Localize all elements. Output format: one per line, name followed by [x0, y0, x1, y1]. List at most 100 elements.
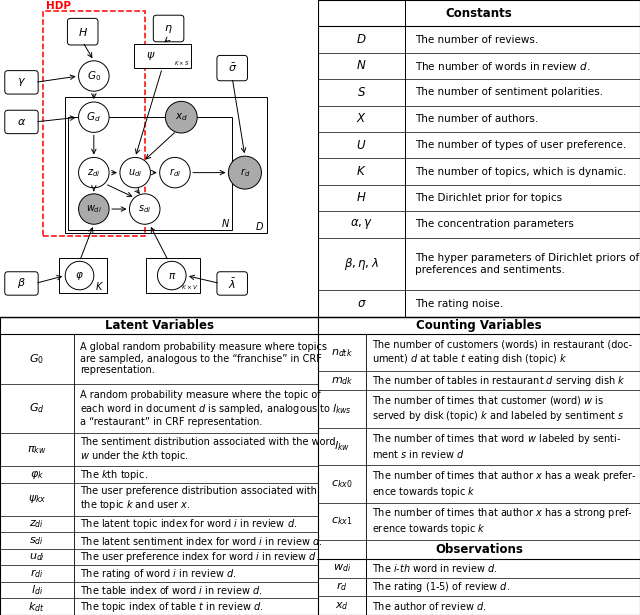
Text: $K$: $K$ [356, 165, 367, 178]
Text: The number of times that author $x$ has a weak prefer-
ence towards topic $k$: The number of times that author $x$ has … [372, 469, 637, 499]
Circle shape [65, 261, 94, 290]
Text: The number of customers (words) in restaurant (doc-
ument) $d$ at table $t$ eati: The number of customers (words) in resta… [372, 339, 632, 366]
Circle shape [120, 157, 150, 188]
Text: $u_{di}$: $u_{di}$ [128, 167, 142, 178]
Text: $z_{di}$: $z_{di}$ [87, 167, 100, 178]
Text: $N$: $N$ [356, 60, 367, 73]
Text: The hyper parameters of Dirichlet priors of topics,
preferences and sentiments.: The hyper parameters of Dirichlet priors… [415, 253, 640, 275]
Text: The $i$-$th$ word in review $d$.: The $i$-$th$ word in review $d$. [372, 562, 498, 574]
Bar [65, 97, 267, 233]
Text: $K$: $K$ [95, 280, 104, 292]
Text: $\alpha$: $\alpha$ [17, 117, 26, 127]
Text: $r_d$: $r_d$ [240, 166, 250, 179]
Text: The number of times that author $x$ has a strong pref-
erence towards topic $k$: The number of times that author $x$ has … [372, 506, 633, 536]
Text: $r_{di}$: $r_{di}$ [169, 166, 181, 179]
Text: The number of types of user preference.: The number of types of user preference. [415, 140, 626, 150]
Text: $_{K\times S}$: $_{K\times S}$ [174, 59, 189, 68]
FancyBboxPatch shape [4, 110, 38, 133]
Bar [134, 44, 191, 68]
Text: $\gamma$: $\gamma$ [17, 76, 26, 89]
Text: $D$: $D$ [356, 33, 367, 46]
Text: $c_{kx0}$: $c_{kx0}$ [332, 478, 353, 490]
Text: $z_{di}$: $z_{di}$ [29, 518, 44, 530]
Text: $\eta$: $\eta$ [164, 23, 173, 34]
Text: HDP: HDP [46, 1, 71, 11]
Text: $\sigma$: $\sigma$ [356, 297, 367, 310]
Text: $\psi$: $\psi$ [147, 50, 156, 62]
Text: $\varphi$: $\varphi$ [75, 269, 84, 282]
FancyBboxPatch shape [154, 15, 184, 42]
Text: $\bar{\lambda}$: $\bar{\lambda}$ [228, 276, 236, 290]
Text: $k_{dt}$: $k_{dt}$ [28, 600, 45, 614]
Text: $w_{di}$: $w_{di}$ [86, 203, 102, 215]
Text: The number of times that word $w$ labeled by senti-
ment $s$ in review $d$: The number of times that word $w$ labele… [372, 432, 621, 461]
Text: The number of tables in restaurant $d$ serving dish $k$: The number of tables in restaurant $d$ s… [372, 374, 626, 388]
FancyBboxPatch shape [217, 272, 248, 295]
Text: $\varphi_k$: $\varphi_k$ [29, 469, 44, 480]
Text: $m_{dk}$: $m_{dk}$ [331, 375, 353, 387]
Text: $\bar{\sigma}$: $\bar{\sigma}$ [228, 62, 237, 74]
Text: $x_d$: $x_d$ [175, 111, 188, 123]
Text: The author of review $d$.: The author of review $d$. [372, 600, 487, 612]
Text: $X$: $X$ [356, 113, 367, 125]
Text: Counting Variables: Counting Variables [416, 319, 542, 332]
Circle shape [159, 157, 190, 188]
Text: A random probability measure where the topic of
each word in document $d$ is sam: A random probability measure where the t… [80, 389, 331, 427]
Text: The user preference distribution associated with
the topic $k$ and user $x$.: The user preference distribution associa… [80, 486, 317, 512]
Text: The latent topic index for word $i$ in review $d$.: The latent topic index for word $i$ in r… [80, 517, 297, 531]
Text: Constants: Constants [445, 7, 513, 20]
Text: $l_{kw}$: $l_{kw}$ [334, 440, 350, 453]
Text: A global random probability measure where topics
are sampled, analogous to the “: A global random probability measure wher… [80, 342, 327, 375]
Text: $H$: $H$ [356, 191, 367, 204]
Text: The number of authors.: The number of authors. [415, 114, 538, 124]
Text: $l_{di}$: $l_{di}$ [31, 583, 43, 597]
Text: The number of topics, which is dynamic.: The number of topics, which is dynamic. [415, 167, 626, 177]
Text: $r_{di}$: $r_{di}$ [30, 567, 44, 580]
Circle shape [79, 157, 109, 188]
FancyBboxPatch shape [4, 71, 38, 94]
Circle shape [79, 102, 109, 132]
Circle shape [157, 261, 186, 290]
FancyBboxPatch shape [67, 18, 98, 45]
Text: $_{K\times V}$: $_{K\times V}$ [180, 283, 198, 292]
Text: The number of times that customer (word) $w$ is
served by disk (topic) $k$ and l: The number of times that customer (word)… [372, 394, 625, 424]
Text: $\alpha, \gamma$: $\alpha, \gamma$ [350, 217, 373, 231]
Text: The rating (1-5) of review $d$.: The rating (1-5) of review $d$. [372, 580, 511, 594]
Text: The $k$th topic.: The $k$th topic. [80, 467, 148, 482]
Circle shape [79, 61, 109, 91]
FancyBboxPatch shape [4, 272, 38, 295]
Text: $\beta, \eta, \lambda$: $\beta, \eta, \lambda$ [344, 256, 379, 272]
Text: $u_{di}$: $u_{di}$ [29, 551, 45, 563]
Text: $s_{di}$: $s_{di}$ [138, 203, 151, 215]
Circle shape [165, 101, 197, 133]
Text: $H$: $H$ [77, 26, 88, 38]
Text: Observations: Observations [435, 543, 523, 556]
Text: The number of reviews.: The number of reviews. [415, 34, 538, 45]
Text: $S$: $S$ [357, 86, 366, 99]
Text: $c_{kx1}$: $c_{kx1}$ [332, 515, 353, 527]
Text: $G_d$: $G_d$ [86, 110, 101, 124]
Bar [68, 117, 232, 229]
Bar [59, 258, 106, 293]
Circle shape [228, 156, 262, 189]
Text: The concentration parameters: The concentration parameters [415, 220, 573, 229]
Circle shape [129, 194, 160, 224]
Text: $n_{dtk}$: $n_{dtk}$ [331, 347, 353, 359]
Bar [147, 258, 200, 293]
Text: $\beta$: $\beta$ [17, 277, 26, 290]
Text: $l_{kws}$: $l_{kws}$ [332, 402, 352, 416]
Text: $G_0$: $G_0$ [29, 352, 44, 366]
Text: $U$: $U$ [356, 138, 367, 152]
Text: $\pi_{kw}$: $\pi_{kw}$ [27, 444, 47, 456]
Text: The number of sentiment polarities.: The number of sentiment polarities. [415, 87, 603, 97]
Text: $\pi$: $\pi$ [168, 271, 176, 280]
Text: The latent sentiment index for word $i$ in review $d$.: The latent sentiment index for word $i$ … [80, 534, 323, 547]
Text: The rating noise.: The rating noise. [415, 298, 503, 309]
Text: $s_{di}$: $s_{di}$ [29, 534, 44, 547]
Text: $x_d$: $x_d$ [335, 600, 349, 611]
Text: $G_d$: $G_d$ [29, 402, 45, 415]
Text: $\psi_{kx}$: $\psi_{kx}$ [28, 493, 46, 506]
Text: The sentiment distribution associated with the word
$w$ under the $k$th topic.: The sentiment distribution associated wi… [80, 437, 335, 462]
Text: Latent Variables: Latent Variables [104, 319, 214, 332]
Text: $r_d$: $r_d$ [336, 581, 348, 593]
